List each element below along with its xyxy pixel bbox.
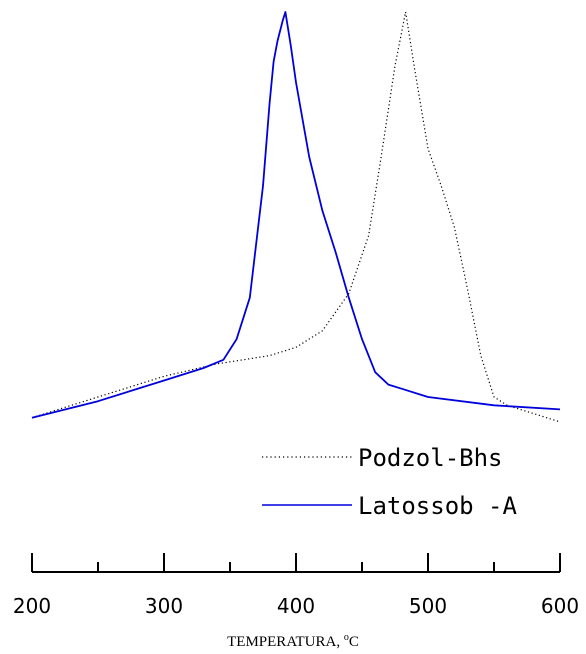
legend: Podzol-Bhs Latossob -A (262, 444, 517, 520)
series-layer (31, 11, 561, 423)
x-axis-title-text: TEMPERATURA, (227, 634, 344, 650)
x-axis-title-unit: C (349, 634, 359, 650)
x-tick-label: 200 (13, 594, 51, 618)
x-tick-label: 300 (145, 594, 183, 618)
series-line-podzol-bhs (31, 11, 561, 423)
legend-label-podzol: Podzol-Bhs (358, 444, 503, 472)
series-line-latossob-a (31, 11, 561, 419)
x-axis-title-degree: o (344, 632, 349, 643)
x-tick-label: 600 (541, 594, 579, 618)
x-axis: 200 300 400 500 600 (13, 553, 579, 618)
x-axis-title: TEMPERATURA, oC (227, 632, 359, 650)
x-tick-label: 400 (277, 594, 315, 618)
legend-label-latossob: Latossob -A (358, 492, 517, 520)
x-tick-label: 500 (409, 594, 447, 618)
